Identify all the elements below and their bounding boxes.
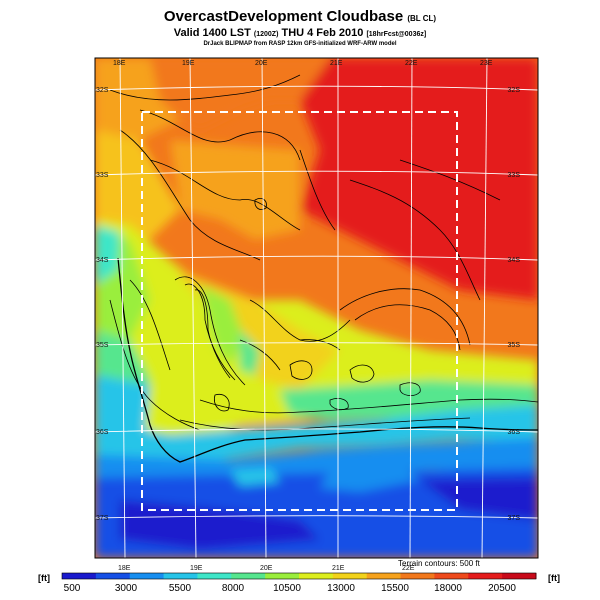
lon-label-bottom: 20E [260,565,273,572]
lat-label-left: 33S [96,172,109,179]
colorbar-swatch [366,573,402,579]
map-frame [94,57,539,559]
lon-label-top: 20E [255,60,268,67]
lat-label-left: 32S [96,87,109,94]
lon-label-top: 18E [113,60,126,67]
map-labels: 18E 19E 20E 21E 22E 23E 18E 19E 20E 21E … [96,60,520,572]
lat-label-right: 37S [508,515,521,522]
colorbar-tick: 3000 [114,583,138,594]
lat-label-right: 35S [508,342,521,349]
colorbar-tick: 500 [63,583,81,594]
model-source-line: DrJack BLIPMAP from RASP 12km GFS-initia… [203,41,397,47]
lat-label-right: 34S [508,257,521,264]
subdomain-box [141,111,458,511]
colorbar-tick: 13000 [327,583,355,594]
lon-label-top: 23E [480,60,493,67]
colorbar-border [61,572,537,580]
lon-label-bottom: 22E [402,565,415,572]
lat-label-left: 36S [96,429,109,436]
colorbar-tick: 8000 [221,583,245,594]
colorbar-swatch [434,573,469,579]
colorbar-swatch [265,573,300,579]
lat-lon-grid [95,58,538,558]
colorbar-swatch [163,573,198,579]
colorbar [61,572,537,580]
valid-time-line: Valid 1400 LST (1200Z) THU 4 Feb 2010 [1… [173,27,427,39]
colorbar-swatch [95,573,131,579]
colorbar-swatch [502,573,537,579]
colorbar-swatch [332,573,368,579]
colorbar-unit-right: [ft] [548,573,560,583]
coastline [117,257,538,463]
lon-label-top: 21E [330,60,343,67]
lat-label-left: 35S [96,342,109,349]
colorbar-tick: 20500 [488,583,516,594]
colorbar-swatch [62,573,97,579]
terrain-contour-note: Terrain contours: 500 ft [398,559,480,568]
colorbar-swatch [197,573,232,579]
colorbar-swatch [231,573,266,579]
map-title: OvercastDevelopment Cloudbase (BL CL) [163,8,437,25]
lon-label-top: 19E [182,60,195,67]
colorbar-tick: 5500 [168,583,192,594]
cloudbase-field [95,58,538,558]
colorbar-swatch [129,573,165,579]
lon-label-bottom: 19E [190,565,203,572]
lat-label-left: 37S [96,515,109,522]
colorbar-swatch [400,573,435,579]
colorbar-tick: 18000 [434,583,462,594]
lat-label-right: 32S [508,87,521,94]
terrain-contours [109,74,538,431]
colorbar-swatch [299,573,334,579]
colorbar-tick: 10500 [273,583,301,594]
lon-label-bottom: 18E [118,565,131,572]
lon-label-bottom: 21E [332,565,345,572]
colorbar-tick: 15500 [381,583,409,594]
colorbar-unit-left: [ft] [38,573,50,583]
lon-label-top: 22E [405,60,418,67]
lat-label-right: 36S [508,429,521,436]
lat-label-left: 34S [96,257,109,264]
lat-label-right: 33S [508,172,521,179]
colorbar-swatch [468,573,503,579]
